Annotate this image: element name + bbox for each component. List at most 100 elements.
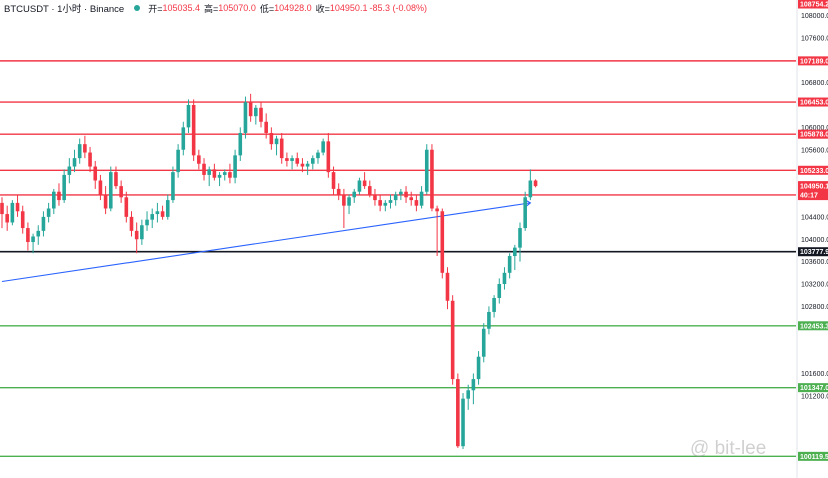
candle-body — [321, 141, 325, 153]
candle-body — [191, 105, 196, 156]
y-tick-label: 104400.0 — [801, 214, 828, 221]
level-support-label: 102453.3 — [800, 323, 828, 330]
candle-body — [103, 194, 108, 209]
level-pivot-label: 103777.9 — [800, 249, 828, 256]
candle-body — [233, 155, 237, 178]
candle-body — [20, 211, 25, 229]
candle-body — [124, 197, 129, 217]
candle-body — [414, 200, 419, 206]
level-resistance-badge — [798, 165, 828, 175]
candle-body — [171, 172, 175, 201]
candle-body — [145, 219, 149, 226]
candle-body — [41, 216, 46, 231]
chart-header: BTCUSDT · 1小时 · Binance 开= 105035.4 高= 1… — [4, 1, 429, 15]
y-tick-label: 103200.0 — [801, 282, 828, 289]
market-status-dot — [134, 5, 141, 11]
candle-body — [393, 194, 398, 201]
symbol-title[interactable]: BTCUSDT · 1小时 · Binance — [4, 4, 125, 15]
candle-body — [487, 311, 491, 329]
open-label: 开= — [148, 3, 163, 14]
candle-body — [10, 202, 15, 223]
candle-body — [269, 132, 274, 145]
low-value: 104928.0 — [274, 3, 312, 13]
candle-body — [129, 216, 134, 231]
candle-body — [342, 194, 346, 206]
candle-body — [388, 200, 393, 203]
candle-body — [331, 172, 336, 189]
candle-body — [507, 256, 512, 273]
candle-body — [165, 200, 170, 217]
candle-body — [492, 297, 496, 312]
candle-body — [528, 180, 533, 198]
candle-body — [383, 202, 388, 206]
candle-body — [228, 172, 232, 178]
candle-body — [440, 211, 445, 273]
candle-body — [456, 379, 460, 447]
candle-body — [77, 144, 82, 159]
candle-body — [207, 169, 211, 175]
candle-body — [134, 230, 139, 240]
candle-body — [259, 107, 263, 122]
candle-body — [476, 356, 481, 380]
candle-body — [238, 132, 243, 156]
candle-body — [98, 180, 103, 195]
y-tick-label: 106800.0 — [801, 80, 828, 87]
candle-body — [217, 174, 222, 178]
level-resistance-badge — [798, 56, 828, 66]
candle-body — [197, 155, 201, 164]
candle-body — [67, 166, 72, 175]
candle-body — [108, 172, 113, 209]
candle-body — [424, 149, 429, 192]
open-value: 105035.4 — [162, 3, 201, 13]
candle-body — [155, 211, 160, 215]
price-axis-bg — [797, 0, 828, 478]
candle-body — [513, 247, 517, 257]
y-tick-label: 106000.0 — [801, 125, 828, 132]
candle-body — [471, 379, 476, 391]
level-resistance-badge — [798, 97, 828, 107]
y-tick-label: 108000.0 — [801, 13, 828, 20]
level-support-label: 100119.5 — [800, 454, 828, 461]
candle-body — [450, 300, 455, 380]
candle-body — [181, 127, 186, 150]
candle-body — [88, 152, 92, 167]
candle-body — [248, 102, 253, 117]
candle-body — [404, 191, 408, 198]
candle-body — [533, 180, 538, 187]
low-label: 低= — [259, 3, 275, 14]
current-price-label: 104950.1 — [800, 184, 828, 191]
candle-body — [362, 180, 367, 187]
candle-body — [254, 107, 258, 117]
change-value: -85.3 (-0.08%) — [369, 3, 427, 13]
candle-body — [62, 174, 66, 201]
candle-body — [378, 200, 382, 206]
candle-body — [518, 228, 522, 248]
candle-body — [430, 149, 434, 209]
candle-body — [409, 197, 414, 201]
y-tick-label: 104000.0 — [801, 237, 828, 244]
candle-body — [285, 158, 289, 161]
candle-body — [497, 284, 502, 298]
candle-body — [31, 236, 35, 243]
candle-body — [119, 186, 123, 198]
y-tick-label: 101600.0 — [801, 371, 828, 378]
candle-body — [461, 398, 465, 447]
y-tick-label: 103600.0 — [801, 259, 828, 266]
y-tick-label: 105600.0 — [801, 147, 828, 154]
candle-body — [523, 197, 527, 229]
trendline — [1, 202, 531, 283]
candle-body — [202, 163, 206, 175]
level-resistance-label: 107189.0 — [800, 58, 828, 65]
level-support-badge — [798, 321, 828, 331]
candle-body — [186, 105, 191, 128]
candle-body — [326, 141, 331, 173]
candle-body — [357, 180, 362, 192]
candle-body — [160, 211, 165, 217]
candle-body — [274, 138, 279, 145]
candle-body — [150, 214, 155, 220]
candle-body — [140, 225, 144, 240]
candle-body — [93, 166, 98, 181]
candle-body — [57, 191, 61, 201]
level-support-badge — [798, 383, 828, 393]
